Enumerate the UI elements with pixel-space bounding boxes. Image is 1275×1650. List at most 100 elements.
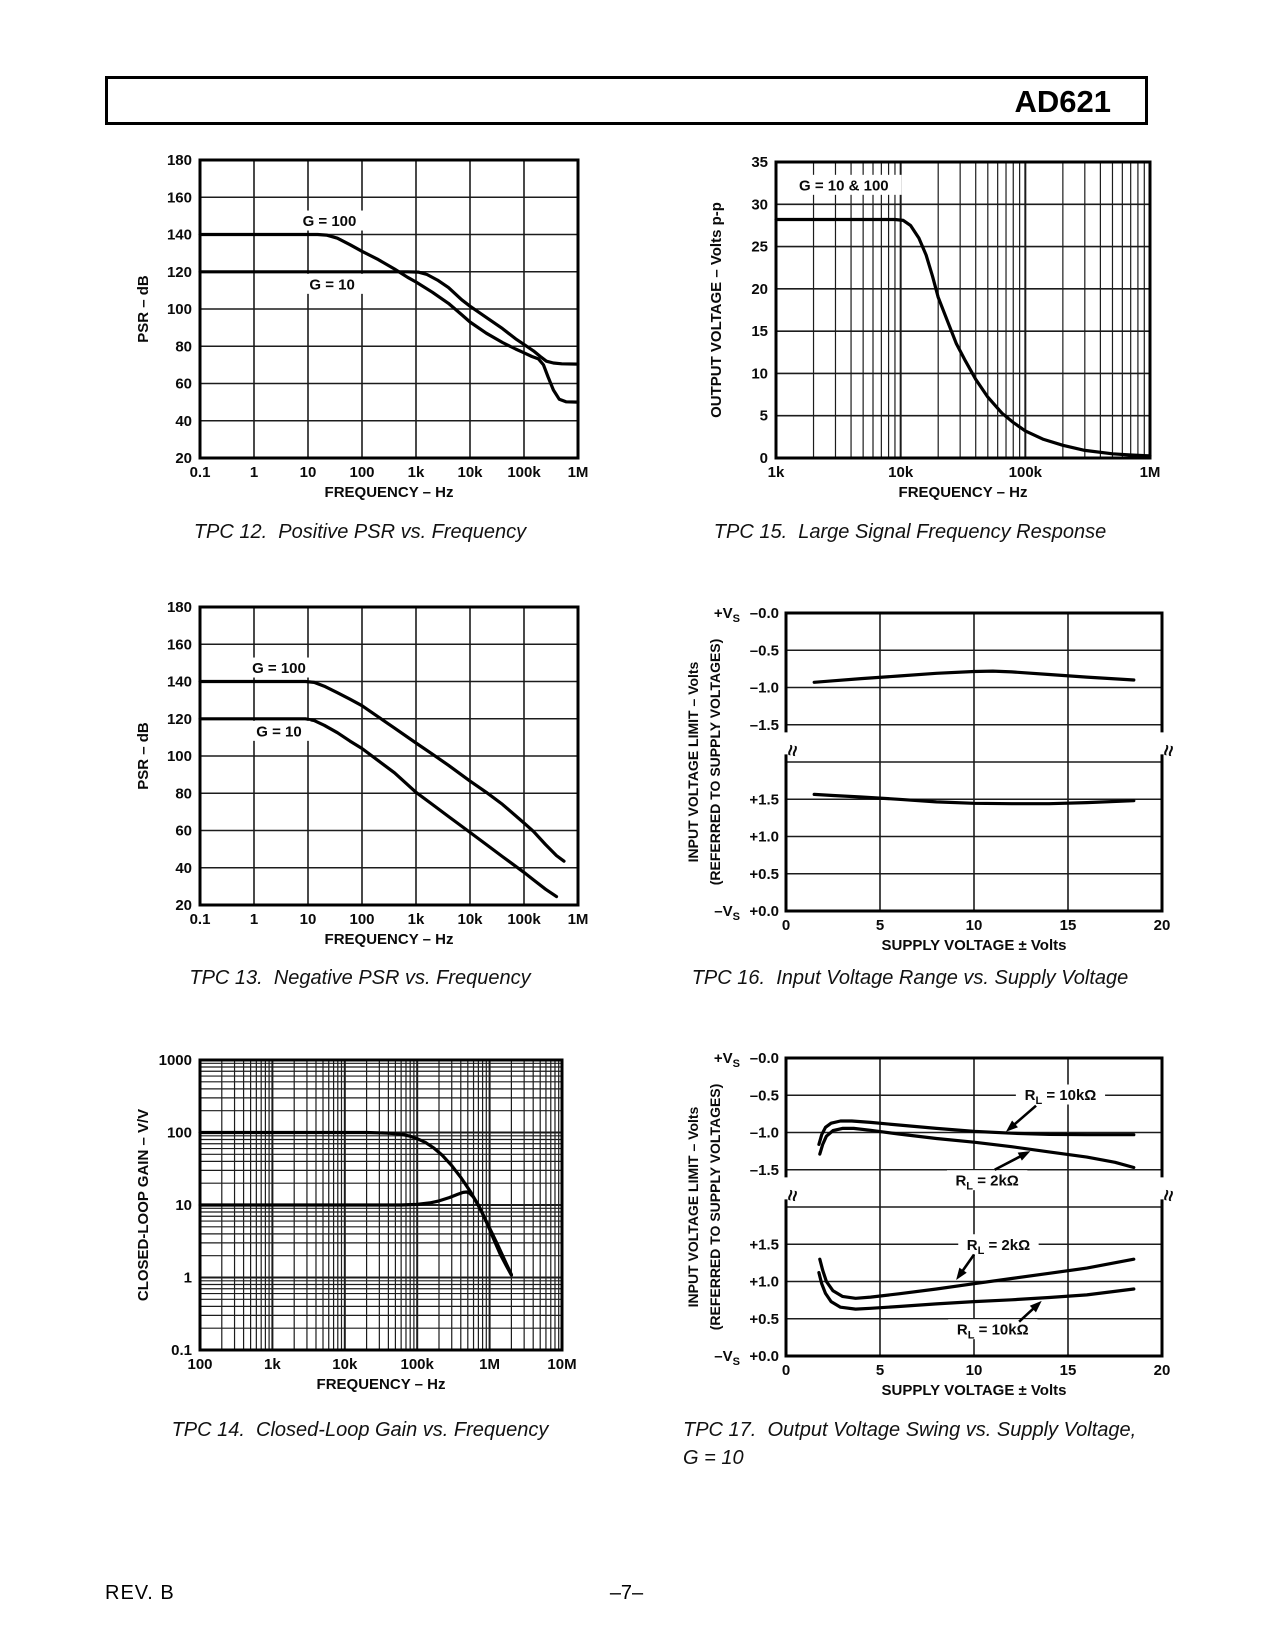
y-tick-label: 140 bbox=[167, 674, 192, 691]
plot-border bbox=[784, 611, 1164, 913]
break-mask bbox=[779, 732, 793, 755]
y-tick-label: +1.5 bbox=[749, 791, 779, 808]
arrowhead bbox=[1005, 1120, 1018, 1132]
y-tick-label: 15 bbox=[751, 323, 768, 340]
y-tick-label: +1.5 bbox=[749, 1236, 779, 1253]
annotation-mask bbox=[247, 720, 311, 741]
series-g-100 bbox=[198, 679, 566, 863]
y-tick-label: 20 bbox=[175, 897, 192, 914]
y-axis-title: (REFERRED TO SUPPLY VOLTAGES) bbox=[707, 639, 723, 886]
y-tick-label: 40 bbox=[175, 860, 192, 877]
y-tick-label: +1.0 bbox=[749, 829, 779, 846]
annotation-mask bbox=[946, 1170, 1028, 1191]
series-g-100 bbox=[198, 232, 580, 404]
series-lower-input-limit bbox=[812, 792, 1136, 806]
series-rl-2k-upper bbox=[818, 1126, 1136, 1170]
y-tick-label: –0.5 bbox=[750, 1087, 779, 1104]
x-tick-label: 10M bbox=[547, 1356, 576, 1373]
series-rl-10k-lower bbox=[817, 1271, 1136, 1311]
annotation-mask bbox=[958, 1234, 1039, 1255]
y-axis-title: INPUT VOLTAGE LIMIT – Volts bbox=[685, 1106, 701, 1307]
x-tick-label: 10 bbox=[300, 464, 317, 481]
grid-lines bbox=[200, 160, 578, 458]
x-tick-label: 1M bbox=[1140, 464, 1161, 481]
x-tick-label: 100k bbox=[1009, 464, 1043, 481]
x-tick-label: 10 bbox=[966, 917, 983, 934]
y-tick-label: 60 bbox=[175, 823, 192, 840]
grid-lines bbox=[786, 613, 1162, 911]
y-tick-label: –1.5 bbox=[750, 717, 779, 734]
y-tick-label: 1000 bbox=[159, 1052, 192, 1069]
y-tick-label: 30 bbox=[751, 196, 768, 213]
annotation-label: G = 10 bbox=[309, 276, 354, 293]
figure-caption-tpc13: TPC 13. Negative PSR vs. Frequency bbox=[189, 967, 531, 989]
y-tick-label: +0.5 bbox=[749, 866, 779, 883]
series-rl-2k-lower bbox=[818, 1257, 1136, 1300]
x-tick-label: 1 bbox=[250, 911, 258, 928]
series-rl-10k-upper bbox=[817, 1119, 1136, 1146]
y-tick-label: 100 bbox=[167, 301, 192, 318]
axis-corner-label: –VS bbox=[714, 903, 740, 923]
grid-lines bbox=[786, 1058, 1162, 1356]
axis-break-mark: ≈ bbox=[780, 1188, 804, 1203]
x-tick-label: 10k bbox=[457, 464, 483, 481]
x-axis-title: FREQUENCY – Hz bbox=[899, 484, 1028, 501]
x-tick-label: 15 bbox=[1060, 1362, 1077, 1379]
x-tick-label: 1 bbox=[250, 464, 258, 481]
x-tick-label: 100 bbox=[187, 1356, 212, 1373]
y-axis-title: PSR – dB bbox=[135, 722, 152, 790]
plot-border bbox=[774, 160, 1152, 460]
y-tick-label: +0.5 bbox=[749, 1311, 779, 1328]
y-tick-label: –0.5 bbox=[750, 642, 779, 659]
plot-border bbox=[198, 158, 580, 460]
x-tick-label: 10k bbox=[332, 1356, 358, 1373]
x-tick-label: 1k bbox=[264, 1356, 281, 1373]
y-tick-label: 20 bbox=[175, 450, 192, 467]
annotation-mask bbox=[300, 273, 364, 294]
x-tick-label: 20 bbox=[1154, 1362, 1171, 1379]
x-tick-label: 10k bbox=[888, 464, 914, 481]
annotation-mask bbox=[948, 1319, 1038, 1340]
x-tick-label: 10 bbox=[300, 911, 317, 928]
tpc16-input-voltage-range-chart: 0 5 10 15 20 SUPPLY VOLTAGE ± Volts –0.0 –0.5 –1… bbox=[685, 605, 1180, 954]
x-axis-title: SUPPLY VOLTAGE ± Volts bbox=[882, 937, 1067, 954]
x-axis-title: FREQUENCY – Hz bbox=[325, 931, 454, 948]
x-tick-label: 10 bbox=[966, 1362, 983, 1379]
x-tick-label: 0.1 bbox=[190, 911, 211, 928]
y-tick-label: –1.0 bbox=[750, 1125, 779, 1142]
x-axis-title: FREQUENCY – Hz bbox=[317, 1376, 446, 1393]
annotation-mask bbox=[293, 210, 366, 231]
y-tick-label: 35 bbox=[751, 154, 768, 171]
plot-border bbox=[198, 605, 580, 907]
y-tick-label: 20 bbox=[751, 281, 768, 298]
y-tick-label: 40 bbox=[175, 413, 192, 430]
plot-border bbox=[784, 1056, 1164, 1358]
axis-break-mark: ≈ bbox=[1156, 1188, 1180, 1203]
y-tick-label: 0.1 bbox=[171, 1342, 192, 1359]
page-title: AD621 bbox=[1014, 84, 1112, 119]
y-tick-label: 5 bbox=[760, 408, 768, 425]
x-tick-label: 5 bbox=[876, 917, 884, 934]
series-g-10-100 bbox=[774, 217, 1152, 458]
figure-caption-tpc15: TPC 15. Large Signal Frequency Response bbox=[713, 521, 1107, 543]
y-tick-label: 10 bbox=[175, 1197, 192, 1214]
annotation-label: G = 10 & 100 bbox=[799, 177, 889, 194]
x-tick-label: 1k bbox=[768, 464, 785, 481]
y-tick-label: –1.5 bbox=[750, 1162, 779, 1179]
annotation-arrow bbox=[1011, 1104, 1037, 1128]
y-tick-label: 120 bbox=[167, 711, 192, 728]
y-tick-label: –1.0 bbox=[750, 680, 779, 697]
x-tick-label: 0 bbox=[782, 1362, 790, 1379]
tpc15-large-signal-chart: G = 10 & 100 1k 10k 100k 1M FREQUENCY – Hz 35 3… bbox=[708, 154, 1161, 501]
series-g-10 bbox=[198, 717, 559, 899]
page-number: –7– bbox=[609, 1582, 644, 1604]
x-tick-label: 0 bbox=[782, 917, 790, 934]
y-axis-title: (REFERRED TO SUPPLY VOLTAGES) bbox=[707, 1084, 723, 1331]
x-tick-label: 15 bbox=[1060, 917, 1077, 934]
x-axis-title: FREQUENCY – Hz bbox=[325, 484, 454, 501]
axis-corner-label: –VS bbox=[714, 1348, 740, 1368]
y-tick-label: 80 bbox=[175, 338, 192, 355]
plot-border bbox=[198, 1058, 564, 1352]
